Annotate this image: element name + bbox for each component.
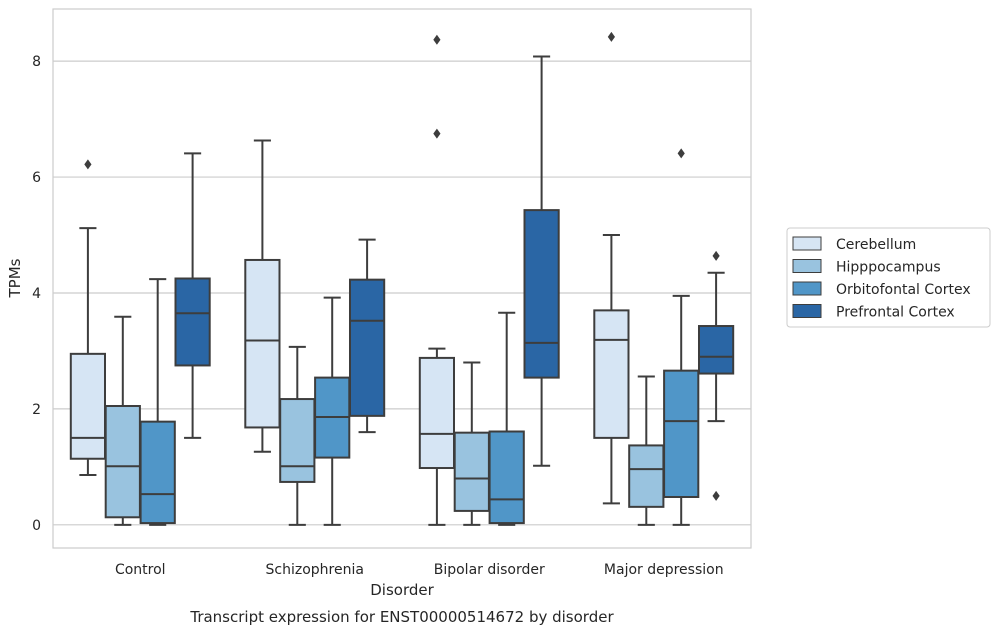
y-tick-label: 2 bbox=[32, 402, 41, 418]
box-iqr bbox=[663, 369, 700, 498]
legend-swatch bbox=[792, 304, 822, 318]
y-tick-label: 4 bbox=[32, 286, 41, 302]
box-prefrontal-cortex bbox=[348, 238, 386, 434]
box-orbitofontal-cortex bbox=[488, 311, 525, 526]
box-iqr bbox=[697, 325, 735, 375]
y-tick-label: 0 bbox=[32, 518, 41, 534]
outlier-point bbox=[433, 34, 441, 45]
box-iqr bbox=[348, 278, 386, 417]
box-hipppocampus bbox=[104, 315, 141, 526]
box-cerebellum bbox=[593, 31, 630, 505]
box-iqr bbox=[628, 444, 665, 508]
x-axis-label: Disorder bbox=[370, 581, 434, 599]
box-cerebellum bbox=[418, 34, 456, 526]
box-iqr bbox=[139, 420, 176, 525]
box-iqr bbox=[418, 356, 456, 470]
legend-swatch bbox=[792, 259, 822, 273]
y-axis: 0 2 4 6 8 bbox=[32, 54, 41, 534]
box-hipppocampus bbox=[453, 361, 490, 526]
gridlines bbox=[53, 60, 751, 526]
chart-caption: Transcript expression for ENST0000051467… bbox=[189, 608, 614, 626]
legend-frame bbox=[786, 227, 991, 328]
box-iqr bbox=[488, 430, 525, 525]
legend-swatch bbox=[792, 236, 822, 251]
y-tick-label: 6 bbox=[32, 170, 41, 186]
box-orbitofontal-cortex bbox=[663, 148, 700, 526]
box-orbitofontal-cortex bbox=[139, 278, 176, 526]
outlier-point bbox=[712, 250, 720, 261]
outlier-point bbox=[433, 128, 441, 139]
legend: Cerebellum Hipppocampus Orbitofontal Corte… bbox=[786, 227, 991, 328]
box-iqr bbox=[523, 209, 560, 379]
box-cerebellum bbox=[69, 159, 107, 476]
outlier-point bbox=[677, 148, 685, 159]
legend-label: Prefrontal Cortex bbox=[836, 305, 955, 321]
legend-label: Orbitofontal Cortex bbox=[836, 282, 971, 298]
box-hipppocampus bbox=[628, 375, 665, 526]
x-axis: Control Schizophrenia Bipolar disorder Majo… bbox=[115, 562, 724, 578]
legend-label: Hipppocampus bbox=[836, 260, 941, 276]
y-tick-label: 8 bbox=[32, 54, 41, 70]
box-iqr bbox=[104, 405, 141, 519]
x-tick-label: Major depression bbox=[604, 562, 724, 578]
box-prefrontal-cortex bbox=[697, 250, 735, 501]
box-iqr bbox=[593, 309, 630, 439]
legend-swatch bbox=[792, 281, 822, 296]
plot-area bbox=[52, 8, 752, 549]
box-iqr bbox=[69, 352, 107, 460]
box-iqr bbox=[279, 398, 316, 483]
box-prefrontal-cortex bbox=[523, 55, 560, 467]
legend-label: Cerebellum bbox=[836, 237, 916, 253]
outlier-point bbox=[712, 490, 720, 501]
boxes bbox=[69, 31, 735, 526]
outlier-point bbox=[607, 31, 615, 42]
box-orbitofontal-cortex bbox=[314, 296, 351, 526]
x-tick-label: Control bbox=[115, 562, 166, 578]
x-tick-label: Bipolar disorder bbox=[434, 562, 545, 578]
box-hipppocampus bbox=[279, 345, 316, 526]
box-iqr bbox=[453, 431, 490, 512]
box-cerebellum bbox=[244, 139, 281, 453]
outlier-point bbox=[84, 159, 92, 170]
y-axis-label: TPMs bbox=[6, 258, 24, 298]
box-iqr bbox=[174, 277, 211, 367]
box-iqr bbox=[244, 258, 281, 429]
box-prefrontal-cortex bbox=[174, 152, 211, 439]
x-tick-label: Schizophrenia bbox=[266, 562, 364, 578]
